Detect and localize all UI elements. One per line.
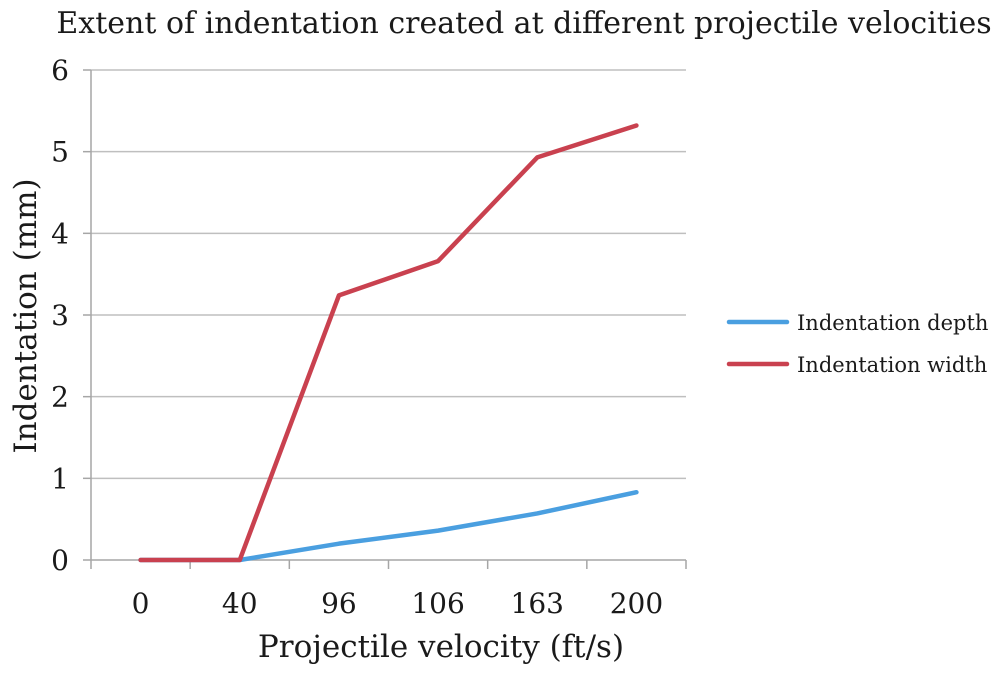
chart-title: Extent of indentation created at differe… bbox=[56, 6, 991, 41]
x-tick-label: 200 bbox=[610, 587, 663, 620]
y-axis-label: Indentation (mm) bbox=[8, 178, 44, 453]
series-line-indentation-width bbox=[138, 123, 639, 563]
legend-label: Indentation depth bbox=[797, 311, 988, 335]
y-tick-label: 2 bbox=[51, 381, 69, 414]
legend-label: Indentation width bbox=[797, 353, 987, 377]
gridlines bbox=[91, 69, 686, 480]
y-tick-label: 0 bbox=[51, 544, 69, 577]
x-tick-label: 163 bbox=[511, 587, 564, 620]
x-axis-ticks: 0 40 96 106 163 200 bbox=[90, 560, 687, 620]
x-tick-label: 40 bbox=[222, 587, 258, 620]
y-tick-label: 3 bbox=[51, 299, 69, 332]
legend: Indentation depth Indentation width bbox=[726, 311, 988, 377]
x-tick-label: 96 bbox=[321, 587, 357, 620]
series-lines bbox=[138, 123, 639, 563]
y-axis-ticks: 0 1 2 3 4 5 6 bbox=[51, 54, 91, 577]
x-axis-label: Projectile velocity (ft/s) bbox=[258, 629, 624, 665]
x-tick-label: 0 bbox=[132, 587, 150, 620]
y-tick-label: 4 bbox=[51, 217, 69, 250]
y-tick-label: 1 bbox=[51, 462, 69, 495]
series-line-indentation-depth bbox=[138, 489, 639, 563]
y-tick-label: 6 bbox=[51, 54, 69, 87]
x-tick-label: 106 bbox=[411, 587, 464, 620]
y-tick-label: 5 bbox=[51, 136, 69, 169]
